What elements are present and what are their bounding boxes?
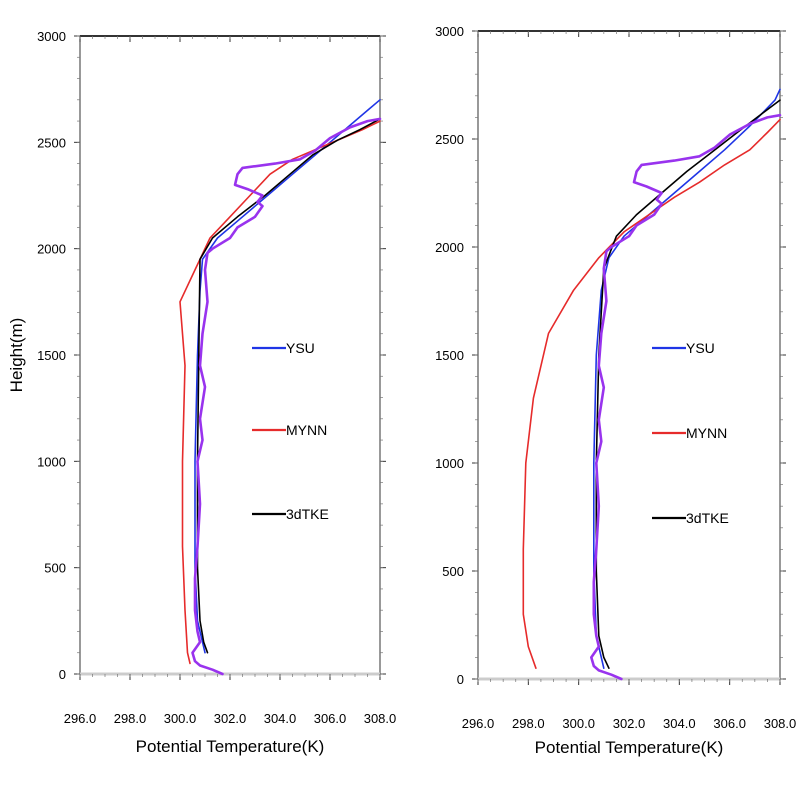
y-tick-label: 2500 — [435, 132, 464, 147]
x-tick-label: 306.0 — [314, 711, 347, 726]
x-tick-label: 298.0 — [512, 716, 545, 731]
legend-label-ysu: YSU — [686, 340, 715, 356]
x-tick-label: 302.0 — [214, 711, 247, 726]
x-tick-label: 300.0 — [562, 716, 595, 731]
x-tick-label: 304.0 — [264, 711, 297, 726]
legend-label-mynn: MYNN — [686, 425, 727, 441]
chart-panel-left: 296.0 298.0 300.0 302.0 304.0 306.0 308.0 0 500 1… — [7, 29, 396, 756]
y-tick-label: 0 — [457, 672, 464, 687]
y-tick-label: 1000 — [435, 456, 464, 471]
series-line-ysu — [194, 99, 381, 654]
series-line-3dtke — [196, 118, 381, 654]
x-tick-label: 308.0 — [364, 711, 397, 726]
chart-panel-right: 296.0 298.0 300.0 302.0 304.0 306.0 308.0 0 500 1… — [435, 24, 796, 757]
legend-label-ysu: YSU — [286, 340, 315, 356]
x-tick-label: 296.0 — [462, 716, 495, 731]
y-tick-label: 2000 — [37, 242, 66, 257]
x-tick-label: 302.0 — [613, 716, 646, 731]
y-tick-label: 3000 — [37, 29, 66, 44]
x-tick-label: 298.0 — [114, 711, 147, 726]
x-tick-label: 300.0 — [164, 711, 197, 726]
x-axis-title: Potential Temperature(K) — [136, 737, 325, 756]
y-tick-label: 1000 — [37, 454, 66, 469]
series-line-observation — [191, 117, 382, 676]
legend-label-mynn: MYNN — [286, 422, 327, 438]
legend-label-3dtke: 3dTKE — [286, 506, 329, 522]
y-tick-label: 3000 — [435, 24, 464, 39]
x-tick-label: 308.0 — [764, 716, 797, 731]
y-tick-label: 500 — [442, 564, 464, 579]
y-tick-label: 1500 — [37, 348, 66, 363]
plot-frame — [79, 35, 381, 675]
y-tick-label: 2000 — [435, 240, 464, 255]
y-tick-label: 1500 — [435, 348, 464, 363]
legend-label-3dtke: 3dTKE — [686, 510, 729, 526]
y-axis-title: Height(m) — [7, 318, 26, 393]
series-line-mynn — [179, 120, 381, 665]
y-tick-label: 2500 — [37, 135, 66, 150]
series-line-ysu — [592, 88, 781, 670]
y-tick-label: 0 — [59, 667, 66, 682]
series-line-mynn — [522, 118, 781, 670]
x-axis-title: Potential Temperature(K) — [535, 738, 724, 757]
series-line-observation — [589, 113, 782, 681]
x-tick-label: 306.0 — [713, 716, 746, 731]
series-line-3dtke — [595, 99, 781, 670]
x-tick-label: 296.0 — [64, 711, 97, 726]
x-tick-label: 304.0 — [663, 716, 696, 731]
y-tick-label: 500 — [44, 561, 66, 576]
